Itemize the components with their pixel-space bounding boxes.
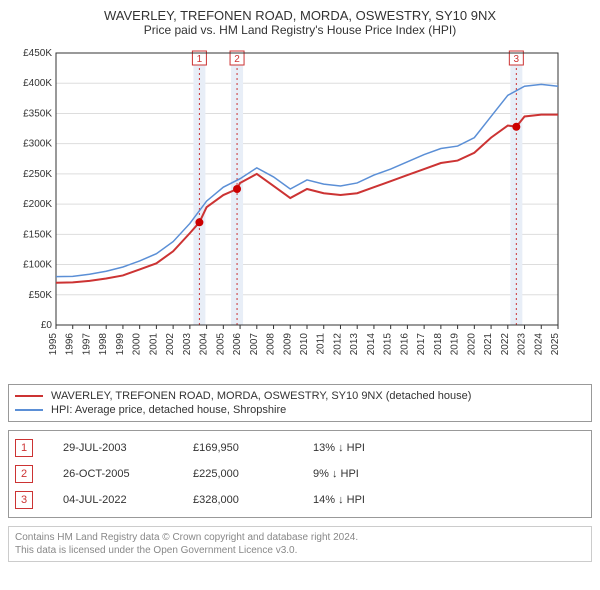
sale-pct: 13% ↓ HPI <box>313 442 365 454</box>
svg-text:2001: 2001 <box>148 333 159 356</box>
svg-text:2021: 2021 <box>483 333 494 356</box>
table-row: 3 04-JUL-2022 £328,000 14% ↓ HPI <box>15 487 585 513</box>
svg-text:2017: 2017 <box>416 333 427 356</box>
svg-text:2003: 2003 <box>182 333 193 356</box>
legend-label: HPI: Average price, detached house, Shro… <box>51 404 286 416</box>
svg-text:2016: 2016 <box>399 333 410 356</box>
svg-text:2013: 2013 <box>349 333 360 356</box>
sale-price: £328,000 <box>193 494 283 506</box>
svg-text:2009: 2009 <box>282 333 293 356</box>
marker-badge: 1 <box>15 439 33 457</box>
sale-date: 04-JUL-2022 <box>63 494 163 506</box>
footer-line: Contains HM Land Registry data © Crown c… <box>15 531 585 544</box>
sales-table: 1 29-JUL-2003 £169,950 13% ↓ HPI 2 26-OC… <box>8 430 592 518</box>
svg-text:2023: 2023 <box>517 333 528 356</box>
svg-text:3: 3 <box>514 54 520 65</box>
svg-text:£250K: £250K <box>23 169 52 180</box>
svg-text:2012: 2012 <box>332 333 343 356</box>
svg-text:2010: 2010 <box>299 333 310 356</box>
svg-text:2024: 2024 <box>533 333 544 356</box>
svg-text:2018: 2018 <box>433 333 444 356</box>
svg-text:1996: 1996 <box>65 333 76 356</box>
sale-date: 29-JUL-2003 <box>63 442 163 454</box>
svg-text:2025: 2025 <box>550 333 561 356</box>
sale-pct: 14% ↓ HPI <box>313 494 365 506</box>
table-row: 1 29-JUL-2003 £169,950 13% ↓ HPI <box>15 435 585 461</box>
sale-pct: 9% ↓ HPI <box>313 468 359 480</box>
svg-text:£300K: £300K <box>23 139 52 150</box>
chart-subtitle: Price paid vs. HM Land Registry's House … <box>8 23 592 37</box>
legend-label: WAVERLEY, TREFONEN ROAD, MORDA, OSWESTRY… <box>51 390 471 402</box>
line-chart: £0 £50K £100K £150K £200K £250K £300K £350K £400… <box>8 43 568 373</box>
svg-text:2020: 2020 <box>466 333 477 356</box>
sale-date: 26-OCT-2005 <box>63 468 163 480</box>
legend-swatch <box>15 395 43 397</box>
svg-text:1998: 1998 <box>98 333 109 356</box>
svg-text:2000: 2000 <box>132 333 143 356</box>
legend: WAVERLEY, TREFONEN ROAD, MORDA, OSWESTRY… <box>8 384 592 422</box>
svg-text:2011: 2011 <box>316 333 327 355</box>
svg-text:2006: 2006 <box>232 333 243 356</box>
svg-text:1999: 1999 <box>115 333 126 356</box>
svg-text:1995: 1995 <box>48 333 59 356</box>
svg-text:£0: £0 <box>41 320 53 331</box>
svg-text:2007: 2007 <box>249 333 260 356</box>
svg-text:2014: 2014 <box>366 333 377 356</box>
marker-badge: 2 <box>15 465 33 483</box>
chart-title: WAVERLEY, TREFONEN ROAD, MORDA, OSWESTRY… <box>8 8 592 23</box>
svg-text:£150K: £150K <box>23 229 52 240</box>
svg-text:2005: 2005 <box>215 333 226 356</box>
svg-text:£400K: £400K <box>23 78 52 89</box>
svg-text:2019: 2019 <box>450 333 461 356</box>
marker-badge: 3 <box>15 491 33 509</box>
svg-text:£450K: £450K <box>23 48 52 59</box>
legend-swatch <box>15 409 43 411</box>
legend-item: WAVERLEY, TREFONEN ROAD, MORDA, OSWESTRY… <box>15 389 585 403</box>
svg-text:2: 2 <box>234 54 240 65</box>
svg-text:1: 1 <box>197 54 203 65</box>
svg-text:£350K: £350K <box>23 108 52 119</box>
svg-text:2002: 2002 <box>165 333 176 356</box>
svg-text:2004: 2004 <box>199 333 210 356</box>
footer-note: Contains HM Land Registry data © Crown c… <box>8 526 592 562</box>
svg-text:2015: 2015 <box>383 333 394 356</box>
legend-item: HPI: Average price, detached house, Shro… <box>15 403 585 417</box>
svg-text:2022: 2022 <box>500 333 511 356</box>
chart-container: £0 £50K £100K £150K £200K £250K £300K £350K £400… <box>8 43 592 378</box>
svg-text:£100K: £100K <box>23 260 52 271</box>
svg-text:£50K: £50K <box>29 290 53 301</box>
svg-text:2008: 2008 <box>266 333 277 356</box>
svg-text:1997: 1997 <box>81 333 92 356</box>
table-row: 2 26-OCT-2005 £225,000 9% ↓ HPI <box>15 461 585 487</box>
sale-price: £225,000 <box>193 468 283 480</box>
sale-price: £169,950 <box>193 442 283 454</box>
svg-text:£200K: £200K <box>23 199 52 210</box>
footer-line: This data is licensed under the Open Gov… <box>15 544 585 557</box>
